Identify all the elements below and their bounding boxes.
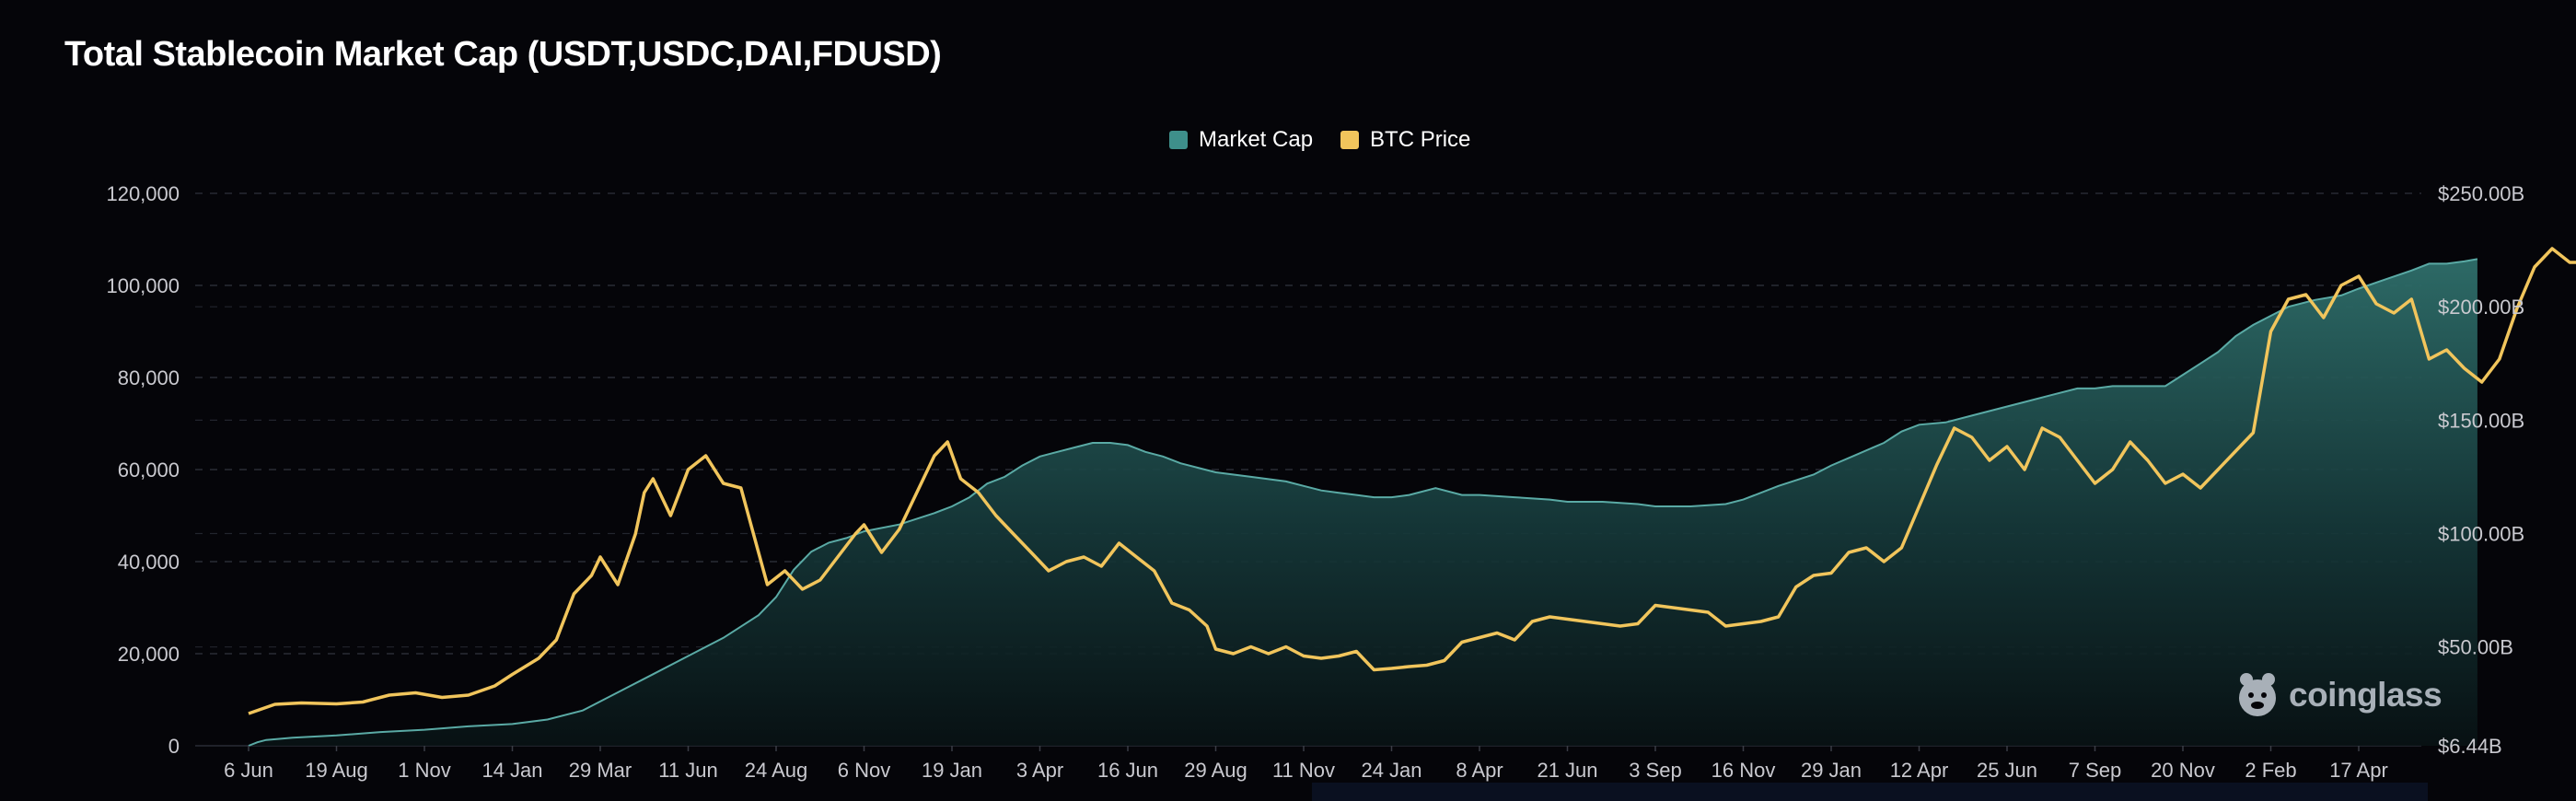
market-cap-series	[248, 258, 2478, 747]
legend: Market Cap BTC Price	[1169, 127, 1470, 153]
x-tick-label: 11 Nov	[1272, 759, 1335, 782]
coinglass-logo-icon	[2239, 673, 2276, 716]
legend-swatch-market-cap	[1169, 131, 1188, 149]
x-tick-label: 7 Sep	[2069, 759, 2122, 782]
x-tick-label: 3 Sep	[1629, 759, 1682, 782]
x-tick-label: 20 Nov	[2151, 759, 2215, 782]
x-tick-label: 17 Apr	[2329, 759, 2388, 782]
x-tick-label: 12 Apr	[1890, 759, 1949, 782]
right-axis: $6.44B $50.00B $100.00B $150.00B $200.00B $25…	[2438, 182, 2524, 758]
x-tick-label: 29 Aug	[1184, 759, 1247, 782]
x-tick-label: 24 Aug	[745, 759, 808, 782]
x-tick-label: 29 Jan	[1801, 759, 1862, 782]
btc-price-line	[248, 247, 2576, 715]
left-tick-label: 80,000	[118, 366, 180, 389]
right-tick-label: $150.00B	[2438, 409, 2524, 432]
legend-item-market-cap[interactable]: Market Cap	[1169, 127, 1313, 153]
x-tick-label: 16 Nov	[1712, 759, 1776, 782]
watermark: coinglass	[2235, 670, 2443, 720]
left-tick-label: 20,000	[118, 643, 180, 666]
x-tick-label: 1 Nov	[398, 759, 450, 782]
right-tick-label: $6.44B	[2438, 735, 2502, 758]
right-tick-label: $50.00B	[2438, 636, 2513, 659]
legend-item-btc-price[interactable]: BTC Price	[1340, 127, 1470, 153]
x-axis: 6 Jun 19 Aug 1 Nov 14 Jan 29 Mar 11 Jun 24 Aug…	[224, 746, 2388, 782]
x-tick-label: 16 Jun	[1097, 759, 1158, 782]
x-tick-label: 3 Apr	[1016, 759, 1063, 782]
right-tick-label: $250.00B	[2438, 182, 2524, 205]
left-tick-label: 60,000	[118, 459, 180, 482]
legend-label-btc-price: BTC Price	[1370, 127, 1471, 152]
left-tick-label: 0	[168, 735, 180, 758]
x-tick-label: 29 Mar	[569, 759, 632, 782]
right-tick-label: $200.00B	[2438, 296, 2524, 319]
x-tick-label: 11 Jun	[658, 759, 717, 782]
left-tick-label: 120,000	[106, 182, 180, 205]
x-tick-label: 21 Jun	[1537, 759, 1597, 782]
market-cap-line	[248, 258, 2478, 747]
right-tick-label: $100.00B	[2438, 523, 2524, 546]
x-tick-label: 8 Apr	[1456, 759, 1503, 782]
chart-scroll-bar[interactable]	[1312, 783, 2428, 801]
x-tick-label: 19 Aug	[305, 759, 368, 782]
x-tick-label: 6 Nov	[838, 759, 890, 782]
left-tick-label: 100,000	[106, 274, 180, 297]
x-tick-label: 6 Jun	[224, 759, 273, 782]
x-tick-label: 25 Jun	[1977, 759, 2037, 782]
x-tick-label: 14 Jan	[482, 759, 542, 782]
market-cap-area	[249, 259, 2477, 746]
x-tick-label: 2 Feb	[2245, 759, 2296, 782]
legend-swatch-btc-price	[1340, 131, 1360, 149]
x-tick-label: 19 Jan	[922, 759, 982, 782]
chart-title: Total Stablecoin Market Cap (USDT,USDC,D…	[64, 35, 942, 74]
watermark-text: coinglass	[2289, 676, 2443, 714]
x-tick-label: 24 Jan	[1361, 759, 1421, 782]
left-axis: 0 20,000 40,000 60,000 80,000 100,000 120,000	[106, 182, 180, 758]
legend-label-market-cap: Market Cap	[1199, 127, 1314, 152]
btc-price-series	[248, 247, 2576, 715]
left-tick-label: 40,000	[118, 551, 180, 574]
